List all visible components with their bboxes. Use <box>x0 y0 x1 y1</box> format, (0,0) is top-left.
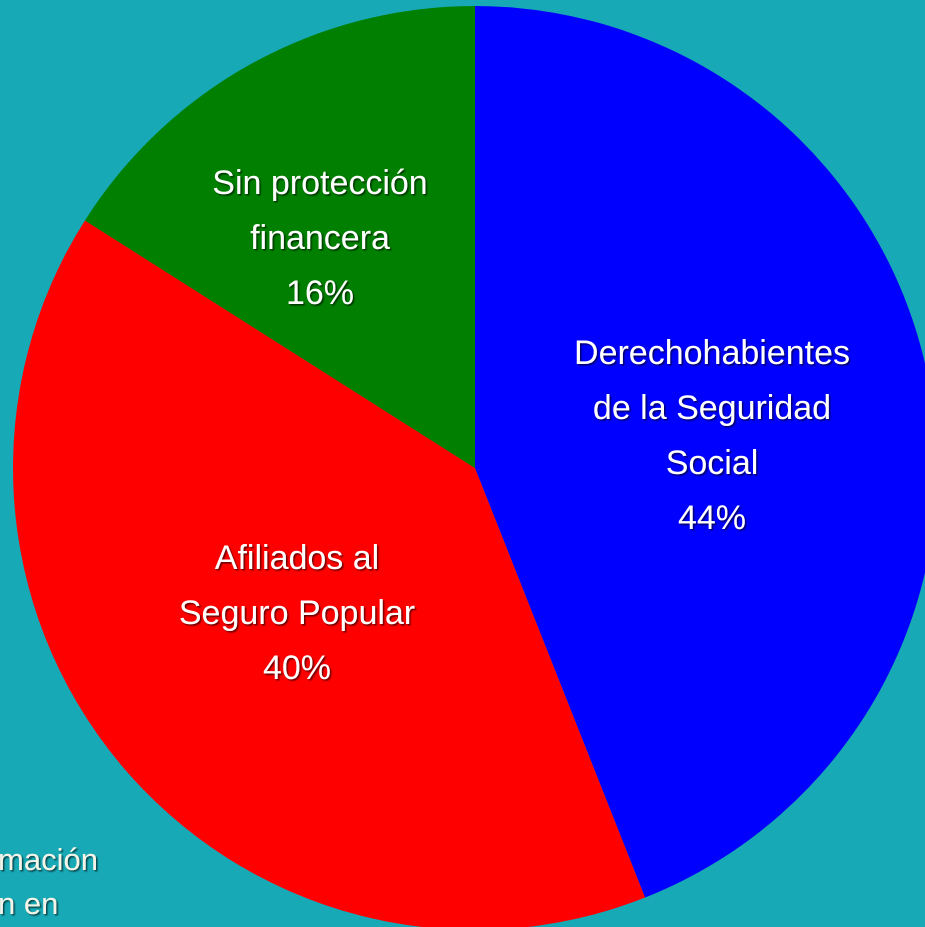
slice-label: financera <box>250 219 390 257</box>
pie-slice <box>13 220 646 927</box>
slice-label: Social <box>666 444 759 482</box>
slice-label: Derechohabientes <box>574 334 850 372</box>
slice-label: de la Seguridad <box>593 389 831 427</box>
slice-value-label: 16% <box>286 274 354 312</box>
slice-label: Sin protección <box>212 164 427 202</box>
slice-value-label: 44% <box>678 499 746 537</box>
slice-label: Afiliados al <box>215 539 379 577</box>
annotation: n en <box>0 886 58 921</box>
annotation: mación <box>0 842 98 877</box>
pie-slice <box>475 6 925 898</box>
slice-value-label: 40% <box>263 649 331 687</box>
slice-label: Seguro Popular <box>179 594 415 632</box>
pie-slice <box>84 6 475 468</box>
